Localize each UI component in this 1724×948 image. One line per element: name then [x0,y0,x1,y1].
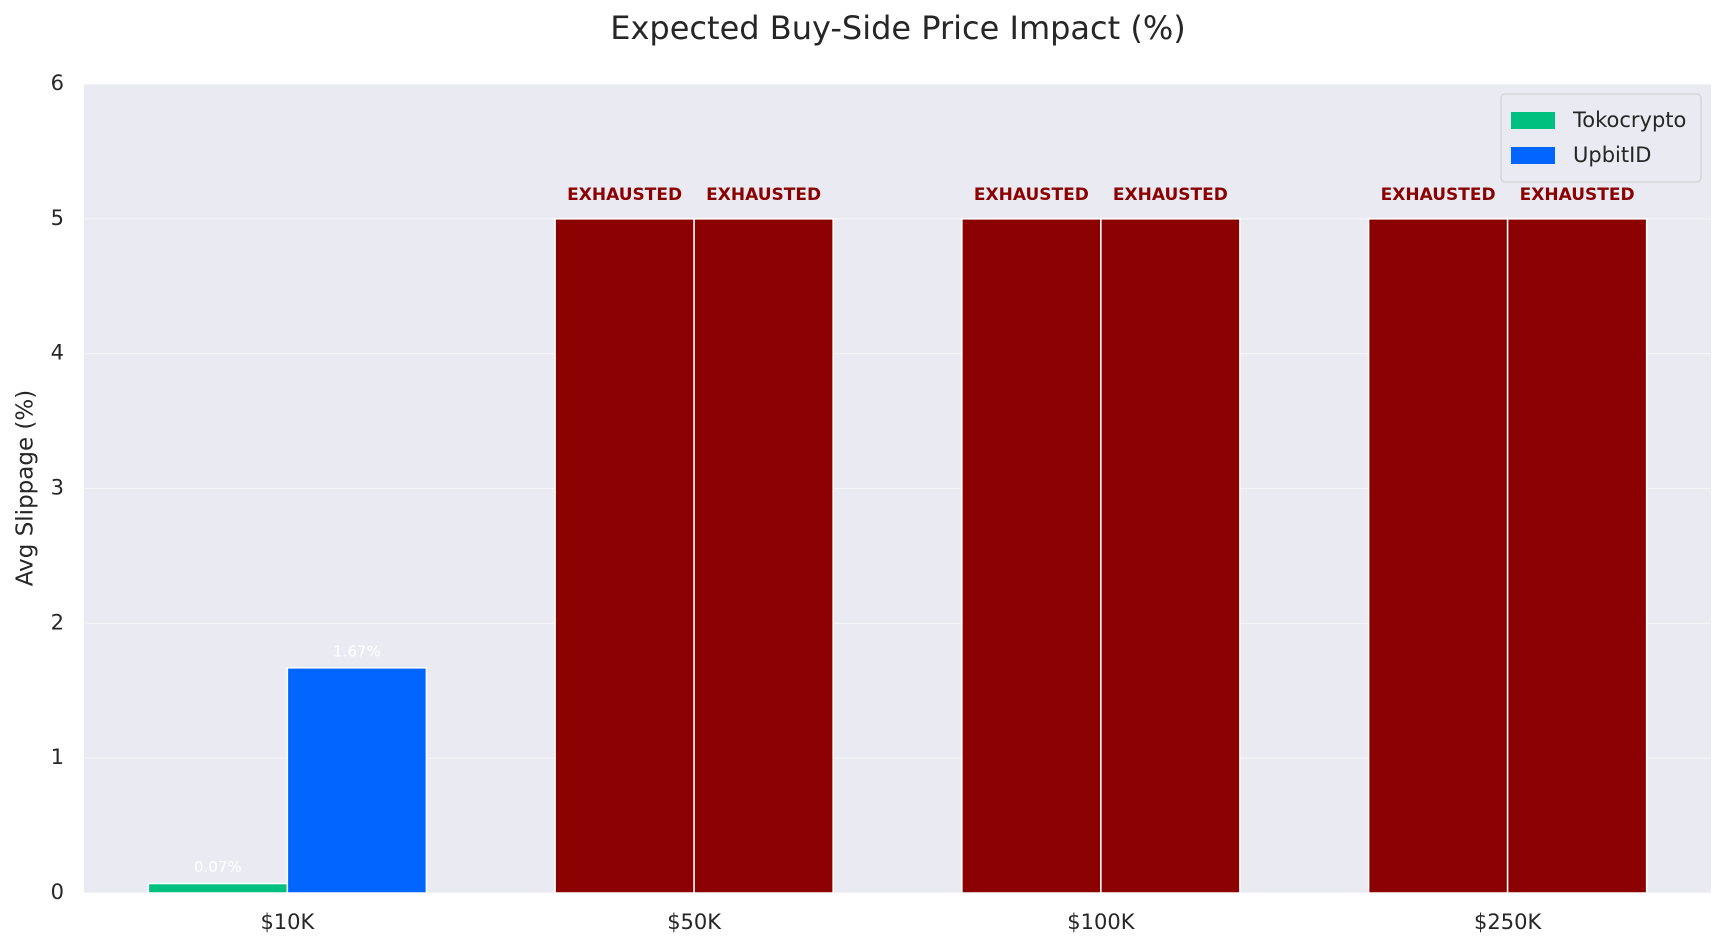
legend-swatch [1511,112,1555,129]
y-tick-label: 5 [51,206,64,230]
bar [961,218,1102,894]
value-label: EXHAUSTED [1381,185,1496,205]
bar [1367,218,1509,894]
legend-label: UpbitID [1573,143,1651,167]
bar [286,667,428,894]
bar [1100,218,1241,894]
y-tick-label: 1 [51,745,64,769]
y-tick-label: 4 [51,341,64,365]
bar [554,218,695,894]
y-tick-label: 0 [51,880,64,904]
legend-swatch [1511,147,1555,164]
bar [693,218,834,894]
value-label: EXHAUSTED [567,185,682,205]
legend-label: Tokocrypto [1572,108,1686,132]
x-tick-label: $100K [1067,910,1135,934]
x-tick-label: $250K [1474,910,1542,934]
value-label: 1.67% [333,642,381,660]
chart-title: Expected Buy-Side Price Impact (%) [610,9,1185,47]
value-label: EXHAUSTED [1520,185,1635,205]
y-tick-label: 3 [51,476,64,500]
value-label: EXHAUSTED [706,185,821,205]
y-axis-label: Avg Slippage (%) [13,390,39,586]
value-label: EXHAUSTED [1113,185,1228,205]
bar [147,882,289,894]
y-tick-label: 2 [51,610,64,634]
value-label: EXHAUSTED [974,185,1089,205]
value-label: 0.07% [194,858,242,876]
x-tick-label: $10K [260,910,315,934]
bar [1506,218,1648,894]
y-tick-label: 6 [51,71,64,95]
x-tick-label: $50K [667,910,722,934]
